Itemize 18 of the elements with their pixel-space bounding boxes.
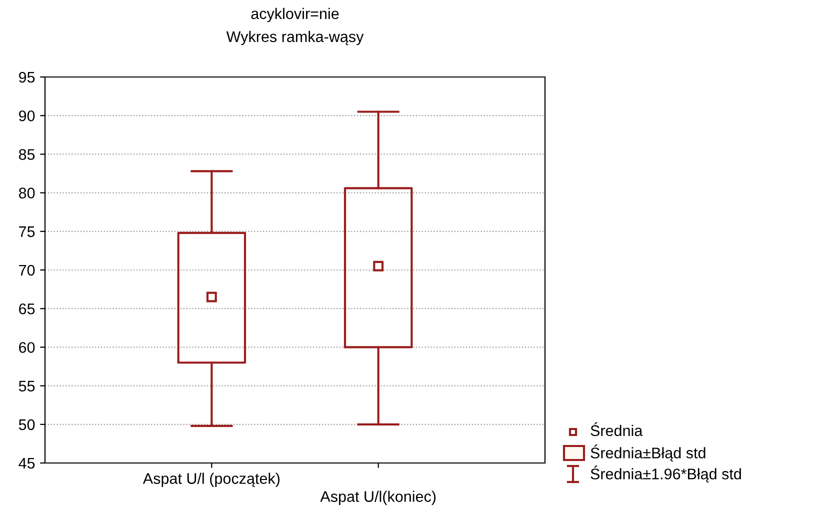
y-tick-label: 55 bbox=[18, 380, 35, 392]
y-tick-label: 85 bbox=[18, 149, 35, 160]
y-tick-label: 45 bbox=[18, 458, 35, 469]
text: Średnia bbox=[590, 422, 643, 436]
y-tick-label: 75 bbox=[19, 226, 35, 238]
y-tick-label: 90 bbox=[19, 110, 35, 122]
y-tick-label: 70 bbox=[19, 264, 35, 276]
y-tick-label: 60 bbox=[19, 342, 35, 353]
y-tick-label: 65 bbox=[19, 303, 35, 314]
chart-subtitle: Wykres ramka-wąsy bbox=[226, 30, 364, 46]
text: Średnia±Błąd std bbox=[590, 444, 706, 462]
x-tick-label: Aspat U/l (początek) bbox=[142, 472, 280, 487]
y-tick-label: 50 bbox=[18, 419, 35, 430]
x-tick-label: Aspat U/l(koniec) bbox=[320, 490, 436, 505]
y-tick-label: 95 bbox=[19, 72, 35, 83]
chart-title: acyklovir=nie bbox=[251, 8, 339, 22]
y-tick-label: 80 bbox=[18, 188, 35, 198]
text: Średnia±1.96*Błąd std bbox=[590, 466, 741, 482]
